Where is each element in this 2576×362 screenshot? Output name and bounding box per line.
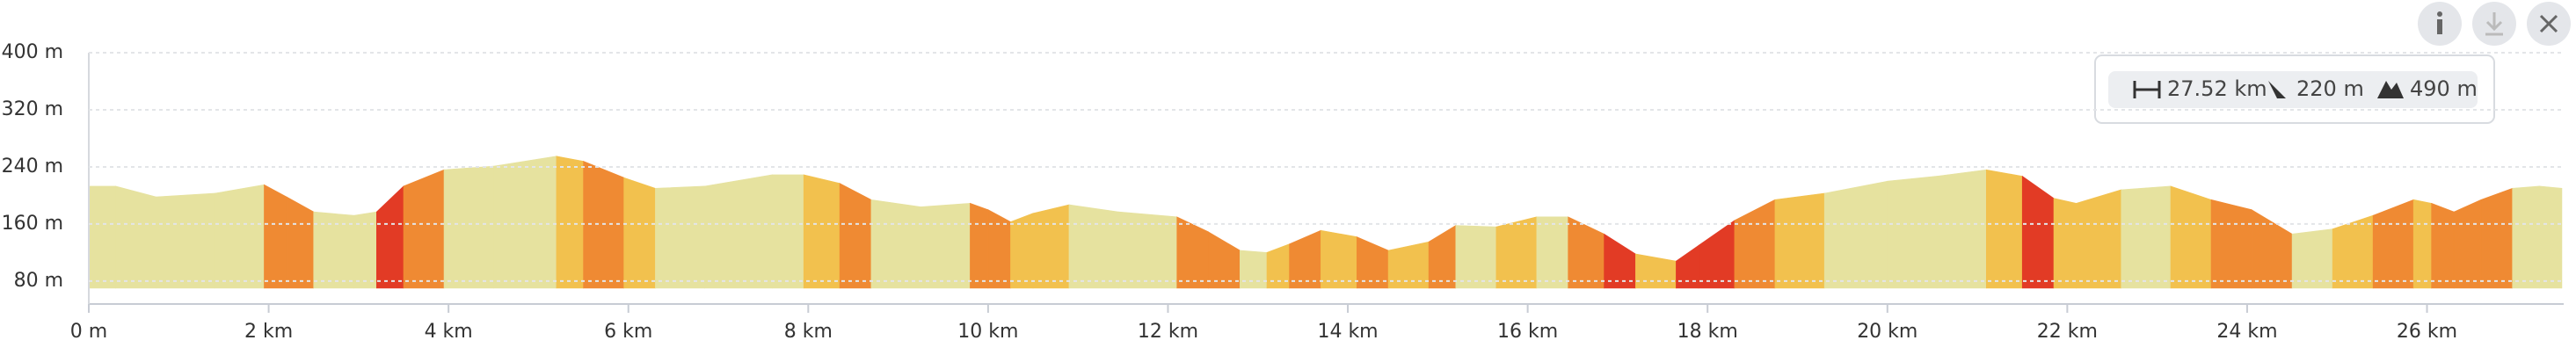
distance: 27.52 km xyxy=(2167,76,2267,101)
elevation-segment xyxy=(286,196,315,289)
elevation-segment xyxy=(1936,169,1987,289)
elevation-segment xyxy=(970,202,989,289)
elevation-segment xyxy=(556,156,584,289)
elevation-segment xyxy=(623,177,656,289)
x-tick-label: 2 km xyxy=(244,321,293,343)
elevation-segment xyxy=(2539,185,2563,289)
elevation-segment xyxy=(870,199,921,289)
plot xyxy=(88,156,2563,289)
elevation-segment xyxy=(2291,228,2333,289)
elevation-segment xyxy=(214,184,265,289)
elevation-segment xyxy=(1240,250,1268,289)
elevation-segment xyxy=(1455,225,1497,289)
elevation-segment xyxy=(2453,199,2482,289)
y-tick-label: 160 m xyxy=(2,213,63,235)
elevation-segment xyxy=(1734,199,1776,289)
x-tick-label: 16 km xyxy=(1497,321,1558,343)
stats-pill xyxy=(2108,71,2478,108)
elevation-segment xyxy=(1774,192,1825,289)
elevation-segment xyxy=(1289,229,1321,289)
elevation-segment xyxy=(1604,233,1636,289)
elevation-segment xyxy=(1428,224,1457,289)
elevation-segment xyxy=(1387,241,1430,289)
y-tick-label: 320 m xyxy=(2,98,63,120)
elevation-segment xyxy=(2210,199,2252,289)
elevation-segment xyxy=(376,185,404,289)
elevation-segment xyxy=(1698,220,1736,289)
y-tick-label: 240 m xyxy=(2,156,63,177)
elevation-segment xyxy=(1010,213,1034,289)
info-button[interactable] xyxy=(2418,2,2462,46)
elevation-segment xyxy=(264,184,287,289)
elevation-segment xyxy=(2251,209,2293,289)
elevation-segment xyxy=(1495,216,1538,289)
download-button[interactable] xyxy=(2472,2,2516,46)
elevation-segment xyxy=(2332,214,2374,289)
elevation-segment xyxy=(772,174,804,289)
elevation-segment xyxy=(1568,216,1605,289)
x-tick-label: 26 km xyxy=(2397,321,2457,343)
elevation-segment xyxy=(2412,199,2432,289)
elevation-segment xyxy=(920,203,971,289)
elevation-segment xyxy=(403,169,445,289)
elevation-segment xyxy=(2480,187,2513,289)
elevation-segment xyxy=(803,174,840,289)
elevation-segment xyxy=(156,192,215,289)
x-tick-label: 10 km xyxy=(957,321,1018,343)
descent: 220 m xyxy=(2296,76,2364,101)
elevation-segment xyxy=(2053,198,2077,289)
distance-icon xyxy=(2133,81,2161,98)
x-tick-label: 4 km xyxy=(425,321,473,343)
x-tick-label: 22 km xyxy=(2037,321,2098,343)
elevation-segment xyxy=(313,211,355,289)
elevation-segment xyxy=(2372,199,2414,289)
elevation-segment xyxy=(1068,204,1119,289)
elevation-segment xyxy=(1887,176,1938,289)
x-tick-label: 14 km xyxy=(1317,321,1378,343)
elevation-segment xyxy=(704,174,773,289)
x-tick-label: 12 km xyxy=(1138,321,1198,343)
elevation-segment xyxy=(493,156,557,289)
x-tick-label: 6 km xyxy=(604,321,652,343)
elevation-segment xyxy=(987,209,1011,289)
x-tick-label: 18 km xyxy=(1677,321,1738,343)
elevation-segment xyxy=(1986,169,2023,289)
y-tick-label: 80 m xyxy=(14,270,63,292)
descent-icon xyxy=(2268,81,2286,98)
elevation-segment xyxy=(2431,202,2455,289)
y-tick-label: 400 m xyxy=(2,41,63,63)
elevation-segment xyxy=(2512,185,2540,289)
ascent-icon xyxy=(2377,81,2404,98)
elevation-segment xyxy=(2021,175,2055,289)
elevation-segment xyxy=(1032,204,1070,289)
elevation-segment xyxy=(2076,189,2122,289)
x-tick-label: 24 km xyxy=(2216,321,2277,343)
elevation-segment xyxy=(2170,185,2212,289)
elevation-segment xyxy=(443,165,494,289)
elevation-segment xyxy=(1176,216,1209,289)
elevation-segment xyxy=(1536,216,1568,289)
elevation-segment xyxy=(1823,180,1888,289)
close-button[interactable] xyxy=(2527,2,2571,46)
x-tick-label: 0 m xyxy=(70,321,107,343)
elevation-segment xyxy=(1635,253,1677,289)
elevation-segment xyxy=(655,185,705,289)
elevation-segment xyxy=(839,183,872,289)
elevation-segment xyxy=(115,185,157,289)
elevation-segment xyxy=(2121,185,2172,289)
x-tick-label: 20 km xyxy=(1857,321,1917,343)
ascent: 490 m xyxy=(2410,76,2478,101)
elevation-segment xyxy=(1208,231,1241,289)
x-tick-label: 8 km xyxy=(784,321,833,343)
elevation-segment xyxy=(1321,229,1357,289)
elevation-segment xyxy=(88,185,116,289)
